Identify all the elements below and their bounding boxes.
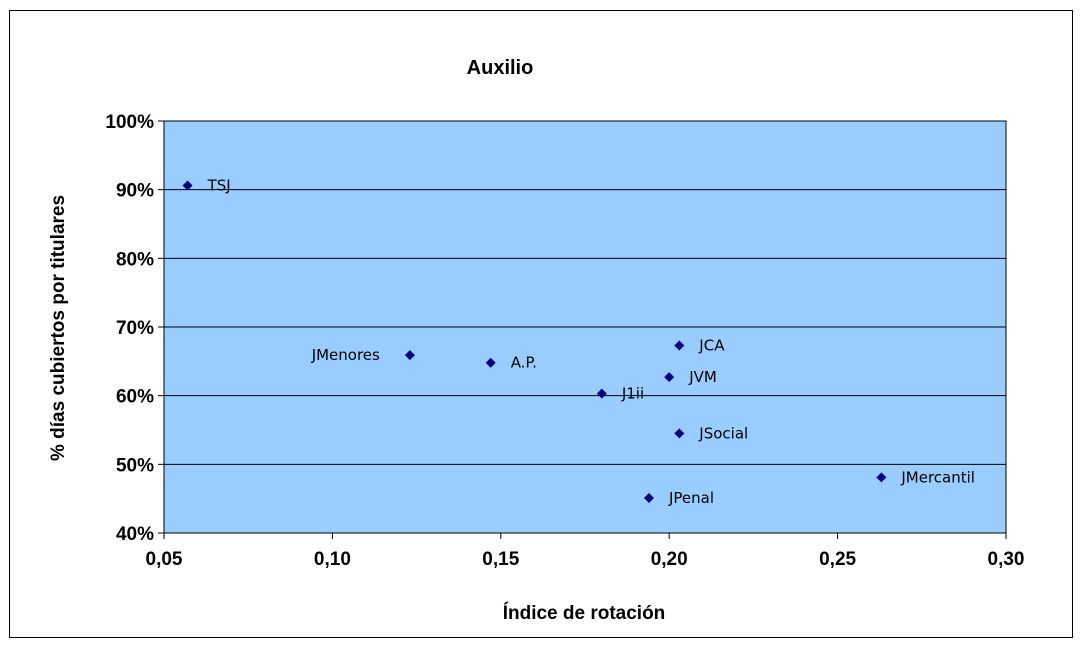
data-point-marker [643, 492, 654, 503]
gridlines [164, 189, 1006, 465]
data-point-label: JMenores [311, 346, 380, 364]
y-tick-label: 60% [116, 387, 154, 408]
y-tick-label: 90% [116, 181, 154, 202]
data-point-marker [876, 472, 887, 483]
y-tick-label: 40% [116, 524, 154, 545]
y-tick-label: 100% [105, 112, 154, 133]
data-point-label: JCA [698, 337, 725, 355]
data-point-marker [674, 340, 685, 351]
x-tick-label: 0,05 [146, 549, 183, 570]
y-tick-label: 80% [116, 249, 154, 270]
x-tick-label: 0,20 [651, 549, 688, 570]
x-tick-label: 0,10 [314, 549, 351, 570]
y-tick-label: 50% [116, 455, 154, 476]
data-point-label: A.P. [511, 354, 537, 372]
x-axis-title: Índice de rotación [503, 602, 666, 624]
data-point-label: J1ii [621, 385, 644, 403]
data-point-marker [182, 180, 193, 191]
data-point-label: JMercantil [900, 468, 975, 486]
data-point-label: JPenal [668, 489, 714, 507]
data-points: TSJ JMenores A.P. J1ii JCA JVM JSocial JPenal JM… [182, 177, 975, 507]
data-point-marker [674, 428, 685, 439]
data-point-label: JSocial [698, 424, 748, 442]
x-tick-label: 0,30 [988, 549, 1025, 570]
x-axis-ticks: 0,05 0,10 0,15 0,20 0,25 0,30 [146, 533, 1025, 570]
y-tick-label: 70% [116, 318, 154, 339]
data-point-marker [404, 350, 415, 361]
x-tick-label: 0,25 [819, 549, 856, 570]
y-axis-title: % días cubiertos por titulares [48, 195, 69, 461]
data-point-label: TSJ [207, 177, 231, 195]
data-point-marker [485, 357, 496, 368]
chart-title: Auxilio [467, 57, 534, 79]
data-point-label: JVM [688, 368, 717, 386]
y-axis-ticks: 40% 50% 60% 70% 80% 90% 100% [105, 112, 164, 545]
data-point-marker [596, 388, 607, 399]
x-tick-label: 0,15 [482, 549, 519, 570]
data-point-marker [664, 372, 675, 383]
